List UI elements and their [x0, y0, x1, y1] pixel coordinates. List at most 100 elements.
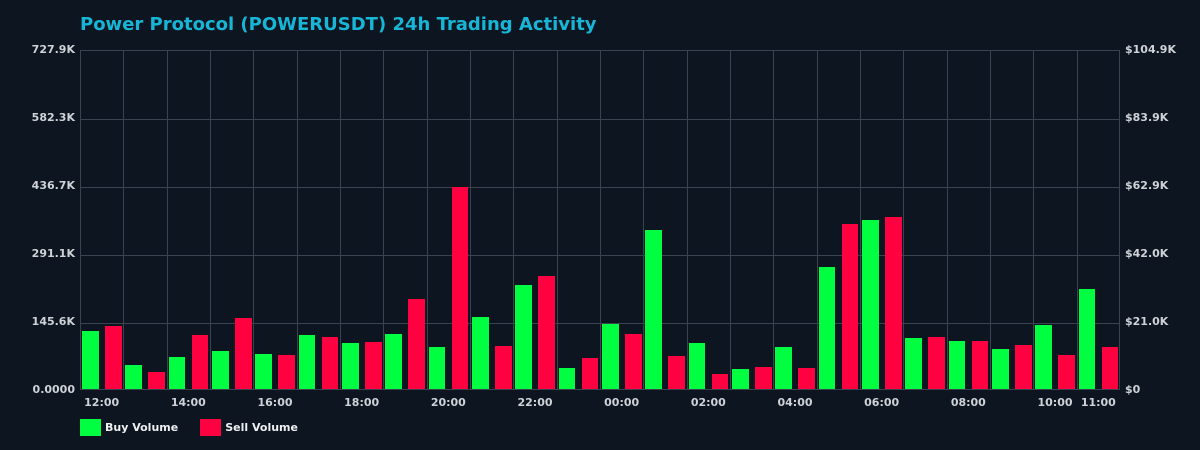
buy-swatch: [80, 419, 101, 436]
x-tick: 10:00: [1037, 396, 1073, 409]
v-gridline: [123, 51, 125, 389]
x-tick: 14:00: [170, 396, 206, 409]
buy-bar[interactable]: [558, 367, 576, 389]
left-y-tick: 0.0000: [32, 383, 75, 396]
sell-bar[interactable]: [1015, 345, 1032, 389]
buy-bar[interactable]: [602, 323, 619, 389]
x-tick: 22:00: [517, 396, 553, 409]
sell-bar[interactable]: [321, 337, 339, 389]
buy-bar[interactable]: [992, 349, 1009, 389]
sell-bar[interactable]: [148, 372, 165, 389]
v-gridline: [296, 51, 298, 389]
right-y-tick: $21.0K: [1125, 315, 1169, 328]
sell-bar[interactable]: [191, 335, 209, 389]
x-tick: 11:00: [1080, 396, 1116, 409]
sell-bar[interactable]: [668, 355, 685, 389]
v-gridline: [1076, 51, 1078, 389]
v-gridline: [470, 51, 471, 389]
v-gridline: [686, 51, 688, 389]
buy-bar[interactable]: [775, 347, 792, 389]
sell-bar[interactable]: [365, 342, 382, 389]
left-y-tick: 291.1K: [31, 247, 75, 260]
sell-bar[interactable]: [841, 223, 859, 389]
sell-bar[interactable]: [451, 186, 469, 389]
x-tick: 12:00: [84, 396, 120, 409]
buy-bar[interactable]: [212, 350, 229, 389]
buy-bar[interactable]: [298, 335, 316, 389]
v-gridline: [730, 51, 731, 389]
buy-bar[interactable]: [1078, 289, 1096, 389]
buy-bar[interactable]: [905, 338, 922, 389]
buy-bar[interactable]: [125, 365, 142, 389]
v-gridline: [556, 51, 558, 389]
x-tick: 00:00: [604, 396, 640, 409]
sell-bar[interactable]: [971, 340, 989, 389]
sell-bar[interactable]: [495, 345, 512, 389]
legend-label-sell: Sell Volume: [225, 421, 298, 434]
x-tick: 18:00: [344, 396, 380, 409]
right-y-tick: $104.9K: [1125, 43, 1176, 56]
v-gridline: [166, 51, 168, 389]
buy-bar[interactable]: [168, 357, 186, 389]
x-tick: 02:00: [690, 396, 726, 409]
plot-area: [80, 50, 1120, 390]
right-y-tick: $62.9K: [1125, 179, 1169, 192]
buy-bar[interactable]: [818, 267, 836, 389]
sell-bar[interactable]: [278, 355, 295, 389]
v-gridline: [383, 51, 385, 389]
left-y-tick: 727.9K: [31, 43, 75, 56]
sell-bar[interactable]: [105, 326, 122, 389]
v-gridline: [990, 51, 991, 389]
v-gridline: [513, 51, 515, 389]
left-y-tick: 436.7K: [31, 179, 75, 192]
sell-bar[interactable]: [581, 358, 599, 389]
v-gridline: [816, 51, 818, 389]
buy-bar[interactable]: [732, 369, 749, 389]
v-gridline: [340, 51, 341, 389]
buy-bar[interactable]: [472, 317, 489, 389]
x-tick: 08:00: [950, 396, 986, 409]
sell-bar[interactable]: [798, 367, 815, 389]
sell-bar[interactable]: [408, 299, 425, 389]
sell-bar[interactable]: [1101, 347, 1119, 389]
v-gridline: [1033, 51, 1035, 389]
buy-bar[interactable]: [645, 230, 662, 389]
buy-bar[interactable]: [515, 284, 532, 389]
right-y-tick: $42.0K: [1125, 247, 1169, 260]
legend: Buy Volume Sell Volume: [80, 419, 320, 436]
sell-swatch: [200, 419, 222, 436]
v-gridline: [253, 51, 255, 389]
v-gridline: [600, 51, 601, 389]
v-gridline: [903, 51, 905, 389]
buy-bar[interactable]: [255, 354, 272, 389]
sell-bar[interactable]: [711, 374, 729, 389]
sell-bar[interactable]: [755, 367, 772, 389]
buy-bar[interactable]: [948, 340, 966, 389]
sell-bar[interactable]: [928, 337, 945, 389]
buy-bar[interactable]: [688, 343, 706, 389]
sell-bar[interactable]: [885, 217, 902, 389]
sell-bar[interactable]: [1058, 355, 1075, 389]
buy-bar[interactable]: [385, 334, 402, 389]
buy-bar[interactable]: [428, 347, 446, 389]
sell-bar[interactable]: [235, 318, 252, 389]
x-tick: 06:00: [864, 396, 900, 409]
sell-bar[interactable]: [625, 334, 642, 389]
buy-bar[interactable]: [862, 220, 879, 389]
legend-item-buy[interactable]: Buy Volume: [80, 419, 178, 436]
legend-item-sell[interactable]: Sell Volume: [200, 419, 298, 436]
buy-bar[interactable]: [1035, 325, 1052, 389]
x-tick: 16:00: [257, 396, 293, 409]
legend-label-buy: Buy Volume: [105, 421, 179, 434]
right-y-tick: $83.9K: [1125, 111, 1169, 124]
x-tick: 04:00: [777, 396, 813, 409]
left-y-tick: 145.6K: [31, 315, 75, 328]
buy-bar[interactable]: [82, 331, 99, 389]
buy-bar[interactable]: [342, 343, 359, 389]
x-tick: 20:00: [430, 396, 466, 409]
sell-bar[interactable]: [538, 276, 555, 389]
right-y-tick: $0: [1125, 383, 1141, 396]
v-gridline: [210, 51, 211, 389]
v-gridline: [643, 51, 645, 389]
v-gridline: [773, 51, 775, 389]
